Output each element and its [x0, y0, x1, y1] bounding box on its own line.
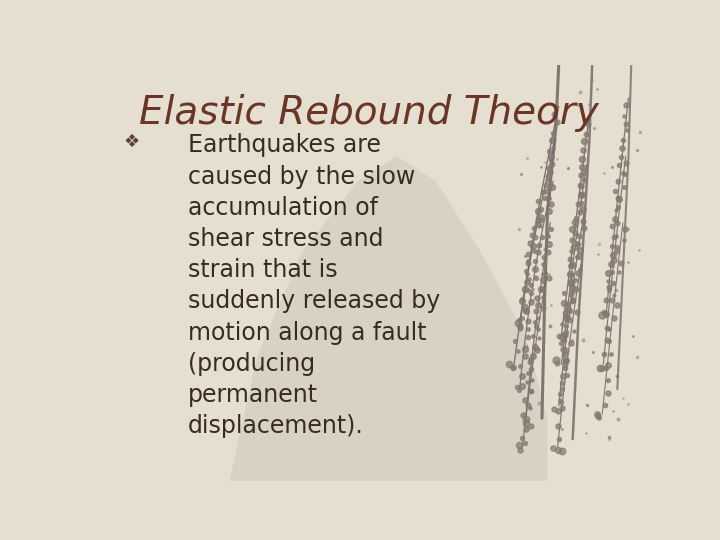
Text: shear stress and: shear stress and	[188, 227, 383, 251]
Text: Elastic Rebound Theory: Elastic Rebound Theory	[139, 94, 599, 132]
Text: caused by the slow: caused by the slow	[188, 165, 415, 188]
Text: accumulation of: accumulation of	[188, 196, 378, 220]
Text: Earthquakes are: Earthquakes are	[188, 133, 381, 157]
Text: permanent: permanent	[188, 383, 318, 407]
Text: ❖: ❖	[124, 133, 140, 151]
Text: suddenly released by: suddenly released by	[188, 289, 440, 313]
Text: displacement).: displacement).	[188, 414, 364, 438]
Text: (producing: (producing	[188, 352, 315, 376]
Text: motion along a fault: motion along a fault	[188, 321, 426, 345]
Text: strain that is: strain that is	[188, 258, 337, 282]
Polygon shape	[230, 156, 547, 481]
